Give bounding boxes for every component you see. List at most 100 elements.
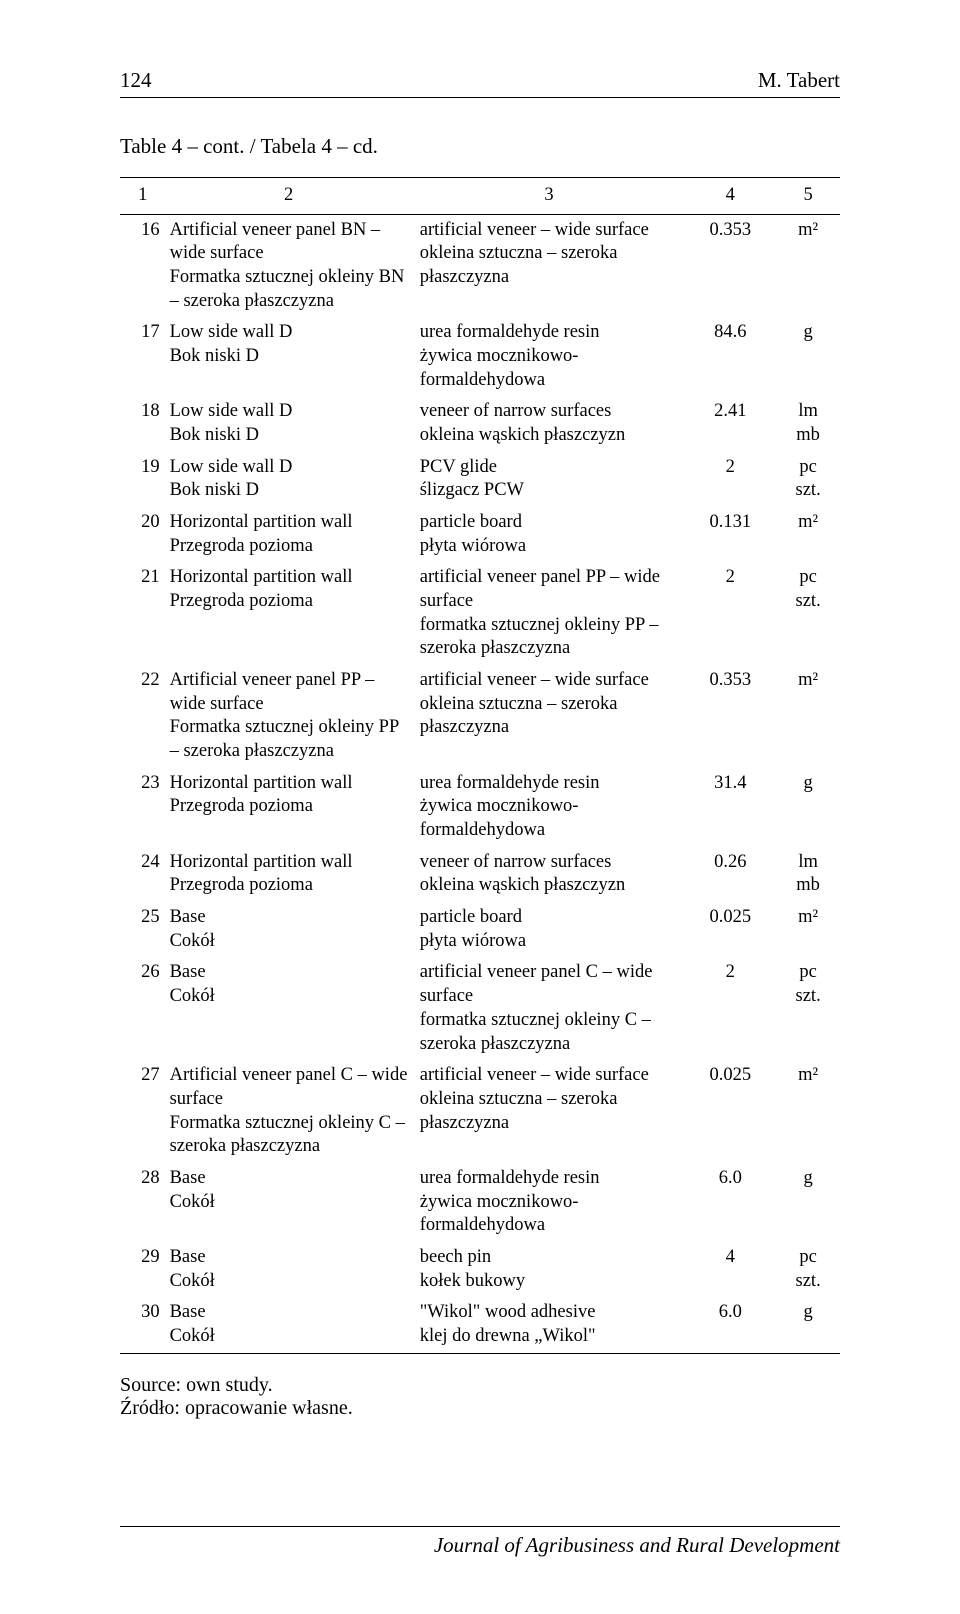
quantity-value: 4 (684, 1242, 776, 1297)
page-number: 124 (120, 68, 152, 93)
quantity-value: 0.131 (684, 507, 776, 562)
unit: g (776, 1297, 840, 1353)
table-row: 28BaseCokółurea formaldehyde resinżywica… (120, 1163, 840, 1242)
table-row: 20Horizontal partition wallPrzegroda poz… (120, 507, 840, 562)
footer-journal: Journal of Agribusiness and Rural Develo… (120, 1533, 840, 1558)
material-name: particle boardpłyta wiórowa (414, 902, 685, 957)
component-name: Horizontal partition wallPrzegroda pozio… (164, 847, 414, 902)
material-name: artificial veneer panel C – wide surface… (414, 957, 685, 1060)
material-name: urea formaldehyde resinżywica mocznikowo… (414, 317, 685, 396)
material-name: veneer of narrow surfacesokleina wąskich… (414, 847, 685, 902)
unit: pcszt. (776, 562, 840, 665)
table-row: 27Artificial veneer panel C – wide surfa… (120, 1060, 840, 1163)
component-name: Low side wall DBok niski D (164, 396, 414, 451)
unit: m² (776, 902, 840, 957)
th-1: 1 (120, 178, 164, 215)
material-name: artificial veneer – wide surfaceokleina … (414, 214, 685, 317)
component-name: Horizontal partition wallPrzegroda pozio… (164, 562, 414, 665)
table-row: 24Horizontal partition wallPrzegroda poz… (120, 847, 840, 902)
footer-rule (120, 1526, 840, 1527)
quantity-value: 6.0 (684, 1163, 776, 1242)
component-name: Artificial veneer panel PP – wide surfac… (164, 665, 414, 768)
unit: m² (776, 507, 840, 562)
component-name: Horizontal partition wallPrzegroda pozio… (164, 768, 414, 847)
quantity-value: 0.353 (684, 214, 776, 317)
row-number: 25 (120, 902, 164, 957)
table-header-row: 1 2 3 4 5 (120, 178, 840, 215)
row-number: 19 (120, 452, 164, 507)
table-row: 19Low side wall DBok niski DPCV glideśli… (120, 452, 840, 507)
table-row: 26BaseCokółartificial veneer panel C – w… (120, 957, 840, 1060)
material-name: beech pinkołek bukowy (414, 1242, 685, 1297)
unit: lmmb (776, 847, 840, 902)
unit: pcszt. (776, 452, 840, 507)
material-name: artificial veneer panel PP – wide surfac… (414, 562, 685, 665)
table-row: 30BaseCokół"Wikol" wood adhesiveklej do … (120, 1297, 840, 1353)
component-name: BaseCokół (164, 1163, 414, 1242)
material-name: urea formaldehyde resinżywica mocznikowo… (414, 1163, 685, 1242)
materials-table: 1 2 3 4 5 16Artificial veneer panel BN –… (120, 177, 840, 1354)
table-bottom-rule (120, 1353, 840, 1354)
unit: g (776, 1163, 840, 1242)
material-name: artificial veneer – wide surfaceokleina … (414, 1060, 685, 1163)
material-name: veneer of narrow surfacesokleina wąskich… (414, 396, 685, 451)
material-name: urea formaldehyde resinżywica mocznikowo… (414, 768, 685, 847)
unit: m² (776, 214, 840, 317)
component-name: BaseCokół (164, 1297, 414, 1353)
source-en: Source: own study. (120, 1374, 840, 1397)
material-name: artificial veneer – wide surfaceokleina … (414, 665, 685, 768)
quantity-value: 2.41 (684, 396, 776, 451)
unit: m² (776, 1060, 840, 1163)
header-rule (120, 97, 840, 98)
table-row: 29BaseCokółbeech pinkołek bukowy4pcszt. (120, 1242, 840, 1297)
row-number: 21 (120, 562, 164, 665)
material-name: PCV glideślizgacz PCW (414, 452, 685, 507)
component-name: BaseCokół (164, 902, 414, 957)
unit: g (776, 317, 840, 396)
quantity-value: 31.4 (684, 768, 776, 847)
table-row: 16Artificial veneer panel BN – wide surf… (120, 214, 840, 317)
quantity-value: 0.26 (684, 847, 776, 902)
row-number: 22 (120, 665, 164, 768)
quantity-value: 0.025 (684, 902, 776, 957)
table-row: 21Horizontal partition wallPrzegroda poz… (120, 562, 840, 665)
row-number: 26 (120, 957, 164, 1060)
row-number: 24 (120, 847, 164, 902)
table-row: 22Artificial veneer panel PP – wide surf… (120, 665, 840, 768)
unit: m² (776, 665, 840, 768)
component-name: Low side wall DBok niski D (164, 317, 414, 396)
row-number: 28 (120, 1163, 164, 1242)
unit: pcszt. (776, 1242, 840, 1297)
component-name: BaseCokół (164, 1242, 414, 1297)
row-number: 16 (120, 214, 164, 317)
th-5: 5 (776, 178, 840, 215)
unit: lmmb (776, 396, 840, 451)
row-number: 27 (120, 1060, 164, 1163)
component-name: Low side wall DBok niski D (164, 452, 414, 507)
author-name: M. Tabert (758, 68, 840, 93)
quantity-value: 0.025 (684, 1060, 776, 1163)
component-name: Artificial veneer panel BN – wide surfac… (164, 214, 414, 317)
quantity-value: 0.353 (684, 665, 776, 768)
table-row: 17Low side wall DBok niski Durea formald… (120, 317, 840, 396)
component-name: Horizontal partition wallPrzegroda pozio… (164, 507, 414, 562)
source-pl: Źródło: opracowanie własne. (120, 1397, 840, 1420)
row-number: 23 (120, 768, 164, 847)
table-caption: Table 4 – cont. / Tabela 4 – cd. (120, 134, 840, 159)
table-row: 23Horizontal partition wallPrzegroda poz… (120, 768, 840, 847)
unit: g (776, 768, 840, 847)
quantity-value: 2 (684, 452, 776, 507)
component-name: Artificial veneer panel C – wide surface… (164, 1060, 414, 1163)
row-number: 30 (120, 1297, 164, 1353)
quantity-value: 2 (684, 957, 776, 1060)
quantity-value: 84.6 (684, 317, 776, 396)
table-row: 18Low side wall DBok niski Dveneer of na… (120, 396, 840, 451)
th-4: 4 (684, 178, 776, 215)
th-3: 3 (414, 178, 685, 215)
row-number: 20 (120, 507, 164, 562)
row-number: 17 (120, 317, 164, 396)
material-name: particle boardpłyta wiórowa (414, 507, 685, 562)
component-name: BaseCokół (164, 957, 414, 1060)
table-row: 25BaseCokółparticle boardpłyta wiórowa0.… (120, 902, 840, 957)
material-name: "Wikol" wood adhesiveklej do drewna „Wik… (414, 1297, 685, 1353)
